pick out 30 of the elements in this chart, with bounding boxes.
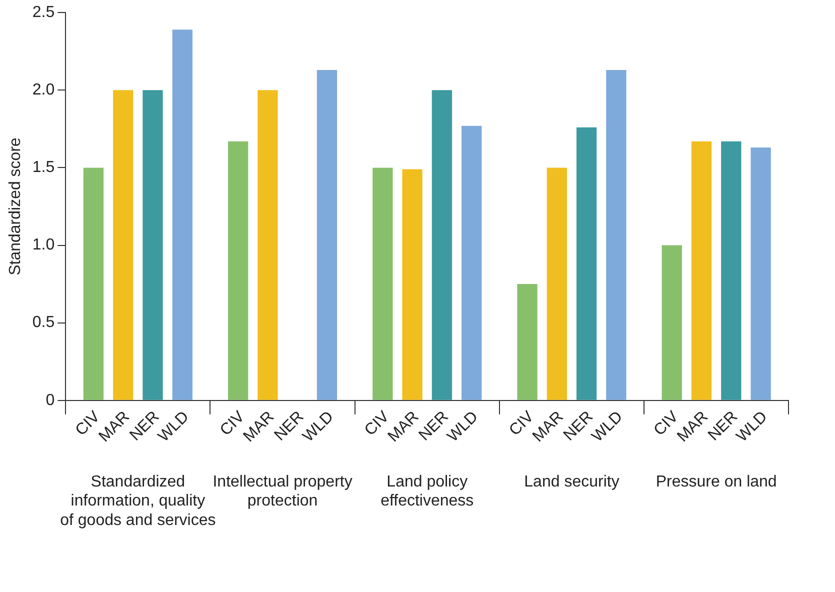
bar bbox=[432, 90, 452, 400]
x-tick-label: Land security bbox=[524, 473, 620, 490]
bar bbox=[576, 127, 597, 400]
x-tick-label: Land policy effectiveness bbox=[380, 473, 474, 510]
bar bbox=[402, 169, 422, 400]
y-tick-label: 2.0 bbox=[32, 82, 55, 99]
x-tick-label: Pressure on land bbox=[656, 473, 777, 490]
bar bbox=[606, 70, 626, 400]
y-tick-label: 0 bbox=[46, 392, 55, 409]
bar bbox=[316, 70, 338, 400]
y-axis-title: Standardized score bbox=[7, 137, 24, 276]
bar bbox=[172, 30, 192, 400]
bar bbox=[372, 168, 393, 400]
bar bbox=[83, 168, 104, 400]
y-tick-label: 0.5 bbox=[32, 314, 55, 332]
bar bbox=[662, 245, 682, 400]
bar bbox=[228, 141, 248, 400]
x-tick-label: Intellectual property protection bbox=[212, 473, 352, 510]
bar bbox=[142, 90, 163, 400]
bar bbox=[517, 284, 538, 400]
y-tick-label: 2.5 bbox=[32, 4, 55, 22]
bar bbox=[462, 126, 482, 400]
y-tick-label: 1.0 bbox=[32, 236, 55, 254]
bar bbox=[546, 168, 567, 400]
bar bbox=[258, 90, 278, 400]
bar bbox=[750, 148, 771, 400]
bar bbox=[113, 90, 134, 400]
y-tick-label: 1.5 bbox=[32, 159, 55, 176]
bar bbox=[691, 141, 712, 400]
bar bbox=[721, 141, 742, 400]
